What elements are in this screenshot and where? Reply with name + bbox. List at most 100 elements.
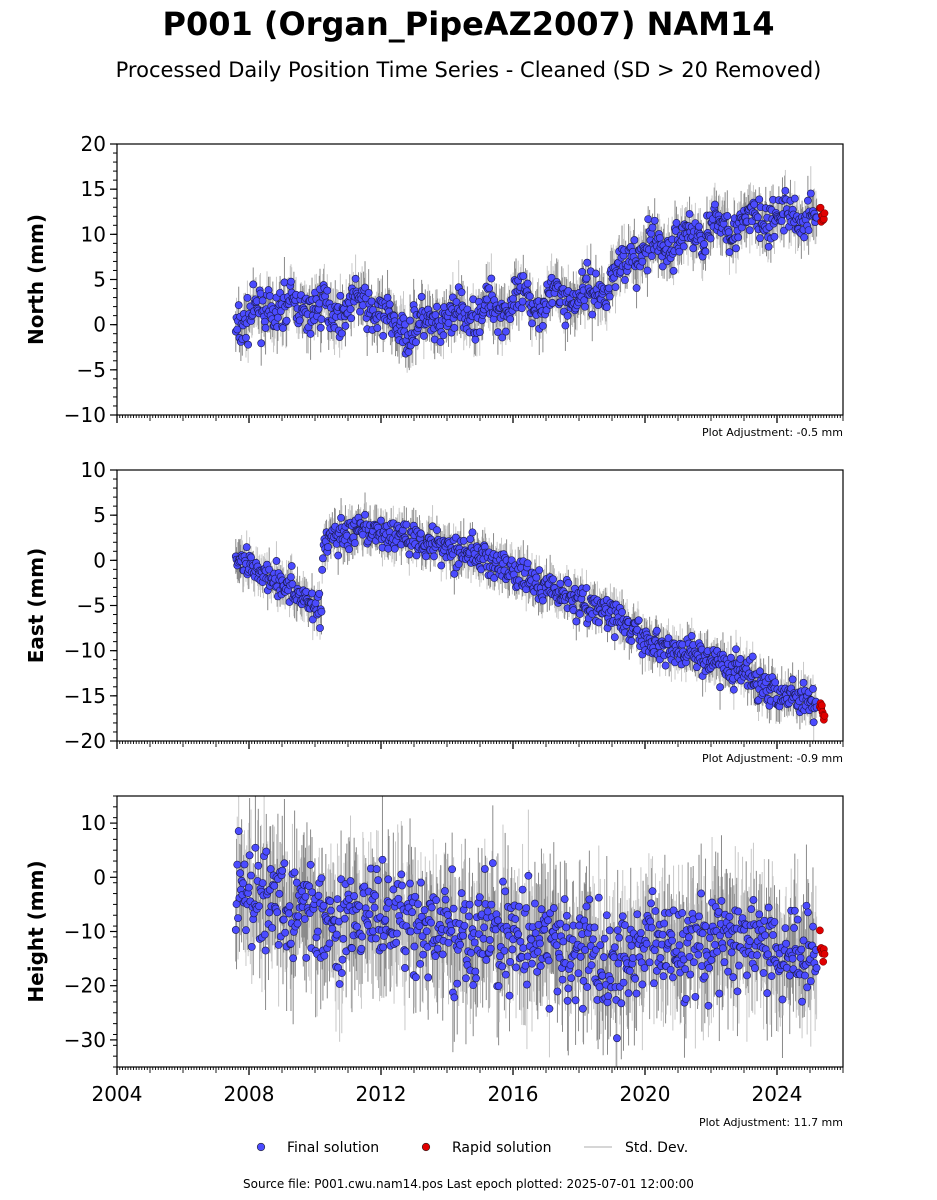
final-solution-point [338, 955, 347, 964]
final-solution-point [319, 901, 328, 910]
final-solution-point [244, 340, 253, 349]
y-tick-label: 5 [93, 268, 106, 292]
final-solution-point [487, 274, 496, 283]
final-solution-point [293, 919, 302, 928]
final-solution-point [420, 906, 429, 915]
final-solution-point [549, 575, 557, 584]
final-solution-point [408, 908, 417, 917]
final-solution-point [411, 973, 420, 982]
y-tick-label: −20 [64, 729, 106, 753]
final-solution-point [389, 885, 398, 894]
final-solution-point [308, 888, 316, 897]
final-solution-point [630, 236, 639, 244]
final-solution-point [450, 569, 459, 578]
final-solution-point [244, 883, 253, 892]
final-solution-point [443, 910, 452, 919]
final-solution-point [337, 969, 346, 977]
final-solution-point [242, 926, 250, 935]
final-solution-point [523, 279, 532, 288]
final-solution-point [390, 544, 399, 553]
final-solution-point [287, 573, 295, 581]
chart-title: P001 (Organ_PipeAZ2007) NAM14 [162, 5, 775, 43]
final-solution-point [468, 528, 477, 537]
final-solution-point [764, 242, 773, 251]
final-solution-point [356, 307, 364, 316]
final-solution-point [448, 865, 457, 874]
final-solution-point [315, 589, 324, 598]
final-solution-point [459, 536, 468, 545]
final-solution-point [282, 316, 291, 325]
final-solution-point [339, 934, 348, 943]
final-solution-point [398, 881, 406, 890]
final-solution-point [732, 244, 740, 253]
final-solution-point [578, 267, 587, 276]
final-solution-point [341, 321, 350, 330]
final-solution-point [234, 914, 242, 923]
y-tick-label: 10 [81, 222, 106, 246]
y-axis-label: North (mm) [24, 214, 48, 345]
final-solution-point [306, 860, 315, 869]
final-solution-point [323, 286, 332, 295]
final-solution-point [245, 851, 254, 860]
final-solution-point [736, 655, 745, 663]
final-solution-point [379, 331, 388, 340]
final-solution-point [254, 861, 263, 870]
final-solution-point [397, 870, 406, 879]
final-solution-point [803, 196, 812, 205]
final-solution-point [233, 860, 242, 869]
final-solution-point [361, 283, 369, 292]
final-solution-point [419, 950, 428, 959]
final-solution-point [777, 217, 786, 225]
final-solution-point [753, 213, 762, 222]
final-solution-point [417, 912, 426, 921]
final-solution-point [449, 904, 458, 913]
y-tick-label: 10 [81, 458, 106, 482]
final-solution-point [689, 244, 698, 253]
final-solution-point [372, 934, 380, 943]
final-solution-point [480, 865, 489, 873]
final-solution-point [367, 297, 376, 306]
final-solution-point [294, 912, 303, 921]
y-tick-label: 0 [93, 313, 106, 337]
final-solution-point [627, 637, 636, 645]
final-solution-point [576, 610, 584, 618]
final-solution-point [317, 607, 326, 616]
y-tick-label: 5 [93, 503, 106, 527]
panel-0: −10 −5 0 5 10 15 20 North (mm) Plot Adjustment: … [24, 132, 844, 439]
final-solution-point [518, 297, 527, 306]
final-solution-point [692, 663, 701, 672]
final-solution-point [672, 218, 681, 227]
final-solution-point [459, 931, 467, 940]
final-solution-point [379, 943, 388, 952]
final-solution-point [381, 915, 390, 924]
final-solution-point [542, 306, 551, 315]
final-solution-point [358, 932, 367, 941]
final-solution-point [240, 860, 249, 869]
final-solution-point [809, 684, 817, 693]
final-solution-point [804, 226, 813, 235]
final-solution-point [493, 328, 502, 337]
final-solution-point [406, 927, 415, 936]
final-solution-point [648, 223, 657, 232]
final-solution-point [265, 565, 274, 574]
final-solution-point [453, 979, 462, 988]
final-solution-point [723, 212, 732, 220]
final-solution-point [430, 552, 438, 561]
final-solution-point [467, 948, 475, 957]
final-solution-point [669, 266, 678, 275]
final-solution-point [306, 329, 315, 338]
final-solution-point [422, 927, 431, 936]
final-solution-point [274, 313, 282, 322]
final-solution-point [275, 889, 284, 898]
final-solution-point [460, 921, 469, 930]
final-solution-point [417, 292, 426, 301]
final-solution-point [348, 944, 356, 953]
final-solution-point [729, 685, 738, 694]
final-solution-point [325, 939, 334, 948]
final-solution-point [770, 232, 779, 241]
final-solution-point [394, 894, 403, 903]
final-solution-point [266, 292, 274, 300]
final-solution-point [621, 276, 629, 284]
final-solution-point [582, 274, 591, 283]
final-solution-point [316, 323, 325, 332]
